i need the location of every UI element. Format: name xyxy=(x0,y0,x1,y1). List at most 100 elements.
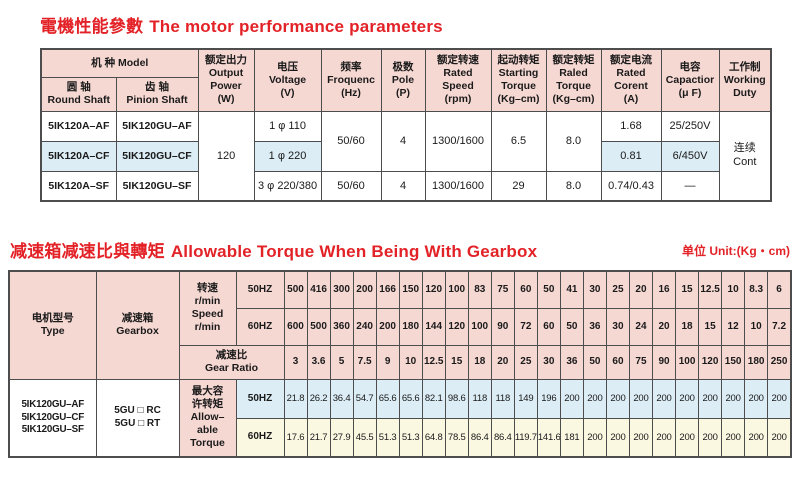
torque-60hz-value: 181 xyxy=(559,417,584,458)
header-line: Torque xyxy=(501,80,536,93)
torque-50hz-value: 200 xyxy=(605,378,630,419)
header-line: Gearbox xyxy=(116,325,159,338)
gear-ratio-value: 7.5 xyxy=(352,344,377,380)
speed-60hz-value: 240 xyxy=(352,307,377,346)
torque-50hz-value: 36.4 xyxy=(329,378,354,419)
header-line: Speed xyxy=(442,80,474,93)
gear-ratio-value: 10 xyxy=(398,344,423,380)
header-line: Capactior xyxy=(665,73,715,86)
torque-60hz-value: 27.9 xyxy=(329,417,354,458)
rated-current-value: 1.68 xyxy=(600,110,662,142)
header-line: Raled xyxy=(559,67,588,80)
torque-60hz-value: 86.4 xyxy=(467,417,492,458)
header-line: Pole xyxy=(391,73,415,86)
gearbox-header: 减速箱 Gearbox xyxy=(95,270,180,380)
header-line: r/min xyxy=(194,295,221,308)
rated-speed-value: 1300/1600 xyxy=(424,110,492,172)
torque-60hz-value: 200 xyxy=(698,417,723,458)
speed-60hz-value: 100 xyxy=(467,307,492,346)
header-line: 许转矩 xyxy=(191,398,224,411)
speed-50hz-value: 20 xyxy=(628,270,654,309)
torque-60hz-value: 86.4 xyxy=(490,417,515,458)
header-line: 额定转速 xyxy=(437,54,480,66)
frequency-value: 50/60 xyxy=(320,170,382,202)
speed-50hz-value: 41 xyxy=(559,270,584,309)
speed-60hz-value: 12 xyxy=(721,307,746,346)
torque-60hz-value: 200 xyxy=(721,417,746,458)
frequency-header: 频率 Froquenc (Hz) xyxy=(320,48,382,112)
speed-50hz-value: 8.3 xyxy=(744,270,769,309)
header-line: 最大容 xyxy=(191,384,224,397)
torque-50hz-value: 200 xyxy=(721,378,746,419)
pinion-shaft-model: 5IK120GU–SF xyxy=(115,170,199,202)
motor-section-title: 電機性能參數 The motor performance parameters xyxy=(40,12,443,37)
header-line: Torque xyxy=(190,437,225,450)
round-shaft-model: 5IK120A–CF xyxy=(40,140,117,172)
gear-ratio-value: 120 xyxy=(698,344,723,380)
hz50-label: 50HZ xyxy=(235,378,285,419)
speed-50hz-value: 12.5 xyxy=(698,270,723,309)
gear-ratio-value: 3 xyxy=(283,344,308,380)
voltage-value: 1 φ 220 xyxy=(253,140,322,172)
gear-ratio-value: 25 xyxy=(513,344,538,380)
gear-ratio-value: 12.5 xyxy=(421,344,446,380)
capacitor-value: 6/450V xyxy=(660,140,720,172)
gear-ratio-value: 90 xyxy=(651,344,677,380)
header-line: Rated xyxy=(616,67,646,80)
speed-60hz-value: 10 xyxy=(744,307,769,346)
header-line: (V) xyxy=(280,86,295,99)
header-line: Allow– xyxy=(190,411,225,424)
starting-torque-value: 6.5 xyxy=(490,110,547,172)
header-line: Duty xyxy=(733,86,757,99)
header-line: Speed xyxy=(191,308,224,321)
torque-60hz-value: 200 xyxy=(744,417,769,458)
gear-model: 5IK120GU–SF xyxy=(21,423,84,435)
speed-50hz-value: 150 xyxy=(398,270,423,309)
starting-torque-value: 29 xyxy=(490,170,547,202)
gear-ratio-value: 150 xyxy=(721,344,746,380)
torque-50hz-value: 118 xyxy=(490,378,515,419)
motor-row-cf: 5IK120A–CF 5IK120GU–CF 1 φ 220 0.81 6/45… xyxy=(40,140,771,172)
torque-60hz-value: 51.3 xyxy=(398,417,423,458)
torque-60hz-value: 64.8 xyxy=(421,417,446,458)
gearbox-title-en: Allowable Torque When Being With Gearbox xyxy=(170,242,538,261)
motor-title-zh: 電機性能參數 xyxy=(40,17,144,36)
pinion-shaft-header: 齿 轴 Pinion Shaft xyxy=(115,76,199,112)
torque-60hz-value: 200 xyxy=(628,417,654,458)
gear-ratio-header: 减速比 Gear Ratio xyxy=(178,344,285,380)
torque-50hz-value: 200 xyxy=(744,378,769,419)
torque-50hz-value: 200 xyxy=(767,378,792,419)
torque-50hz-value: 82.1 xyxy=(421,378,446,419)
gear-ratio-value: 75 xyxy=(628,344,654,380)
header-line: (rpm) xyxy=(444,93,472,106)
gear-ratio-value: 5 xyxy=(329,344,354,380)
torque-60hz-value: 119.7 xyxy=(513,417,538,458)
torque-60hz-value: 200 xyxy=(605,417,630,458)
working-duty-value: 连续 Cont xyxy=(718,110,772,202)
round-shaft-model: 5IK120A–SF xyxy=(40,170,117,202)
speed-50hz-value: 15 xyxy=(675,270,700,309)
header-line: Corent xyxy=(614,80,648,93)
rated-torque-value: 8.0 xyxy=(545,110,602,172)
speed-label-header: 转速 r/min Speed r/min xyxy=(178,270,237,346)
starting-torque-header: 起动转矩 Starting Torque (Kg–cm) xyxy=(490,48,547,112)
unit-label: 单位 Unit:(Kg・cm) xyxy=(682,244,790,258)
gear-ratio-value: 50 xyxy=(582,344,607,380)
torque-50hz-value: 98.6 xyxy=(444,378,469,419)
torque-60hz-value: 141.6 xyxy=(536,417,561,458)
duty-line: 连续 xyxy=(733,142,756,154)
speed-60hz-value: 360 xyxy=(329,307,354,346)
header-line: (A) xyxy=(623,93,639,106)
torque-50hz-value: 54.7 xyxy=(352,378,377,419)
working-duty-header: 工作制 Working Duty xyxy=(718,48,772,112)
header-line: Gear Ratio xyxy=(204,362,259,374)
header-line: 转速 xyxy=(197,282,218,294)
gearbox-model: 5GU □ RC xyxy=(114,405,161,417)
allowable-torque-label: 最大容 许转矩 Allow– able Torque xyxy=(178,378,237,458)
header-line: 电压 xyxy=(277,60,299,73)
motor-performance-table: 机 种 Model 额定出力 Output Power (W) 电压 Voltage (V… xyxy=(40,48,773,202)
header-line: (Kg–cm) xyxy=(497,93,540,106)
torque-50hz-value: 200 xyxy=(698,378,723,419)
gearbox-model: 5GU □ RT xyxy=(114,417,161,429)
header-line: Froquenc xyxy=(327,73,375,86)
